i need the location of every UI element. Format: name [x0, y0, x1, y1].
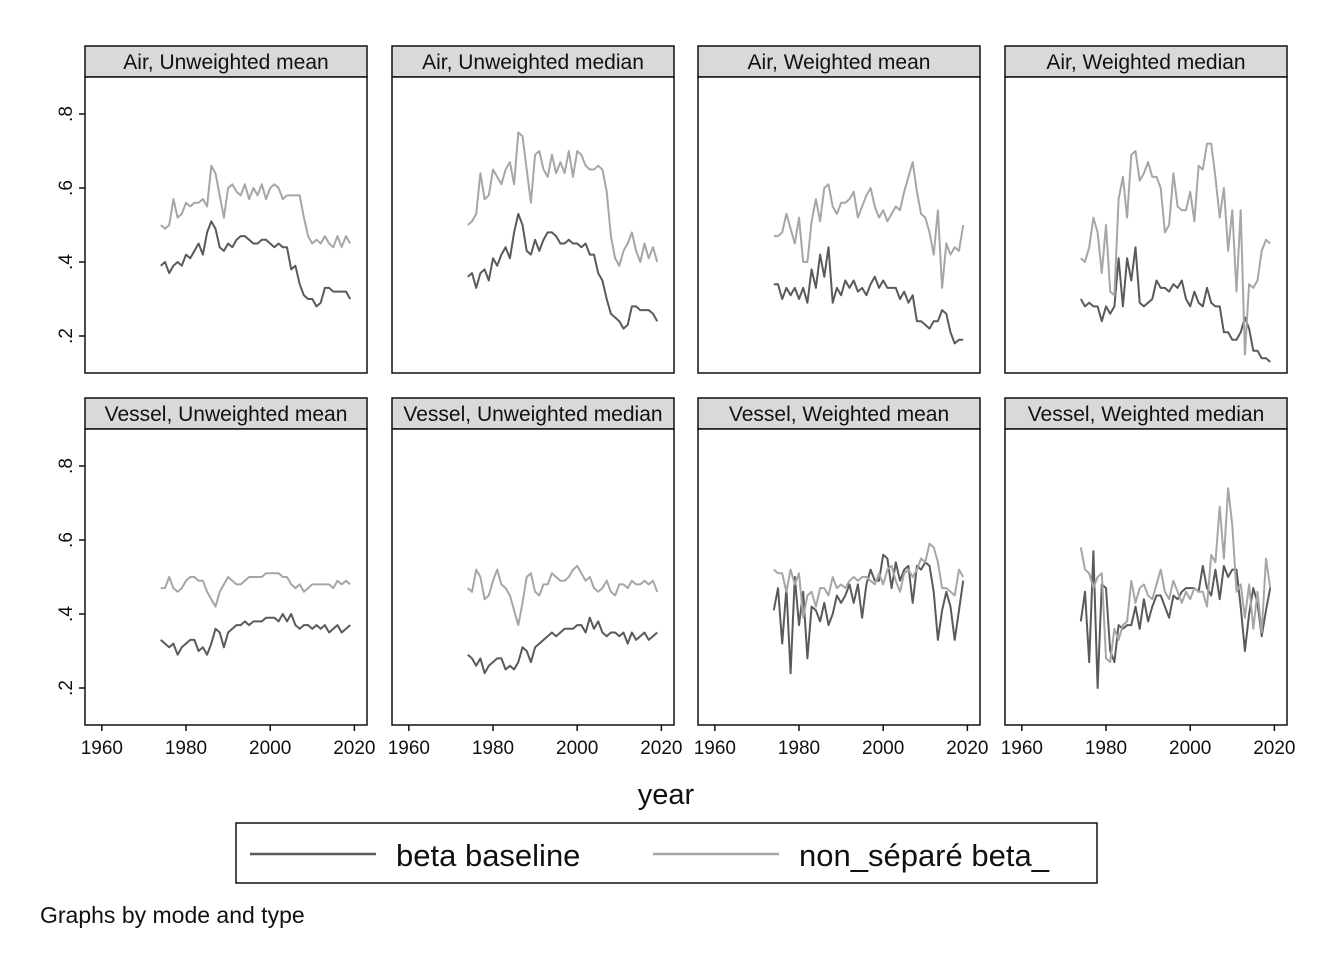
x-tick-label: 2000: [556, 738, 598, 759]
x-tick-label: 2020: [1253, 738, 1295, 759]
series-line-non-separe-beta: [1080, 142, 1271, 356]
y-tick-label: .6: [56, 180, 77, 196]
y-tick-label: .2: [56, 680, 77, 696]
y-tick-label: .2: [56, 328, 77, 344]
panel-title: Vessel, Weighted mean: [729, 403, 949, 426]
panel-title: Vessel, Unweighted median: [403, 403, 662, 426]
legend-label: beta baseline: [396, 838, 580, 873]
graph-note: Graphs by mode and type: [40, 902, 305, 928]
series-line-beta-baseline: [772, 553, 965, 675]
x-tick-label: 1960: [1001, 738, 1043, 759]
panel-strip: [391, 45, 675, 78]
panel-title: Air, Weighted mean: [748, 51, 931, 74]
series-line-non-separe-beta: [773, 542, 965, 619]
y-tick-label: .8: [56, 458, 77, 474]
x-tick-label: 1980: [165, 738, 207, 759]
panel-title: Air, Unweighted median: [422, 51, 644, 74]
panel-strip: [84, 397, 368, 430]
x-tick-label: 1960: [694, 738, 736, 759]
series-line-beta-baseline: [467, 616, 658, 675]
x-axis-title: year: [638, 779, 695, 811]
series-line-beta-baseline: [467, 212, 659, 330]
series-line-beta-baseline: [160, 220, 352, 308]
panel-strip: [84, 45, 368, 78]
x-tick-label: 2020: [333, 738, 375, 759]
y-tick-label: .8: [56, 106, 77, 122]
x-tick-label: 1980: [778, 738, 820, 759]
x-tick-label: 1980: [472, 738, 514, 759]
x-tick-label: 2000: [249, 738, 291, 759]
panel-title: Air, Unweighted mean: [123, 51, 328, 74]
series-line-beta-baseline: [773, 246, 964, 345]
series-line-non-separe-beta: [1079, 487, 1272, 664]
x-tick-label: 1960: [388, 738, 430, 759]
panel-strip: [391, 397, 675, 430]
panel-title: Vessel, Unweighted mean: [105, 403, 348, 426]
panel-frame: [1004, 428, 1288, 726]
series-line-non-separe-beta: [773, 161, 965, 289]
panel-title: Vessel, Weighted median: [1028, 403, 1265, 426]
series-line-non-separe-beta: [467, 564, 659, 627]
x-tick-label: 2020: [946, 738, 988, 759]
panel-frame: [697, 428, 981, 726]
panel-strip: [1004, 45, 1288, 78]
panel-strip: [697, 45, 981, 78]
series-line-beta-baseline: [1079, 246, 1271, 363]
series-line-non-separe-beta: [160, 164, 352, 249]
panel-frame: [84, 76, 368, 374]
panel-frame: [391, 76, 675, 374]
y-tick-label: .6: [56, 532, 77, 548]
panel-strip: [1004, 397, 1288, 430]
y-tick-label: .4: [56, 606, 77, 622]
y-tick-label: .4: [56, 254, 77, 270]
legend-label: non_séparé beta_: [799, 838, 1050, 873]
series-line-non-separe-beta: [160, 572, 351, 608]
series-line-beta-baseline: [160, 613, 351, 656]
series-line-non-separe-beta: [467, 131, 659, 267]
x-tick-label: 2020: [640, 738, 682, 759]
x-tick-label: 1980: [1085, 738, 1127, 759]
x-tick-label: 2000: [862, 738, 904, 759]
x-tick-label: 1960: [81, 738, 123, 759]
x-tick-label: 2000: [1169, 738, 1211, 759]
panel-frame: [84, 428, 368, 726]
panel-title: Air, Weighted median: [1046, 51, 1245, 74]
panel-strip: [697, 397, 981, 430]
panel-frame: [391, 428, 675, 726]
